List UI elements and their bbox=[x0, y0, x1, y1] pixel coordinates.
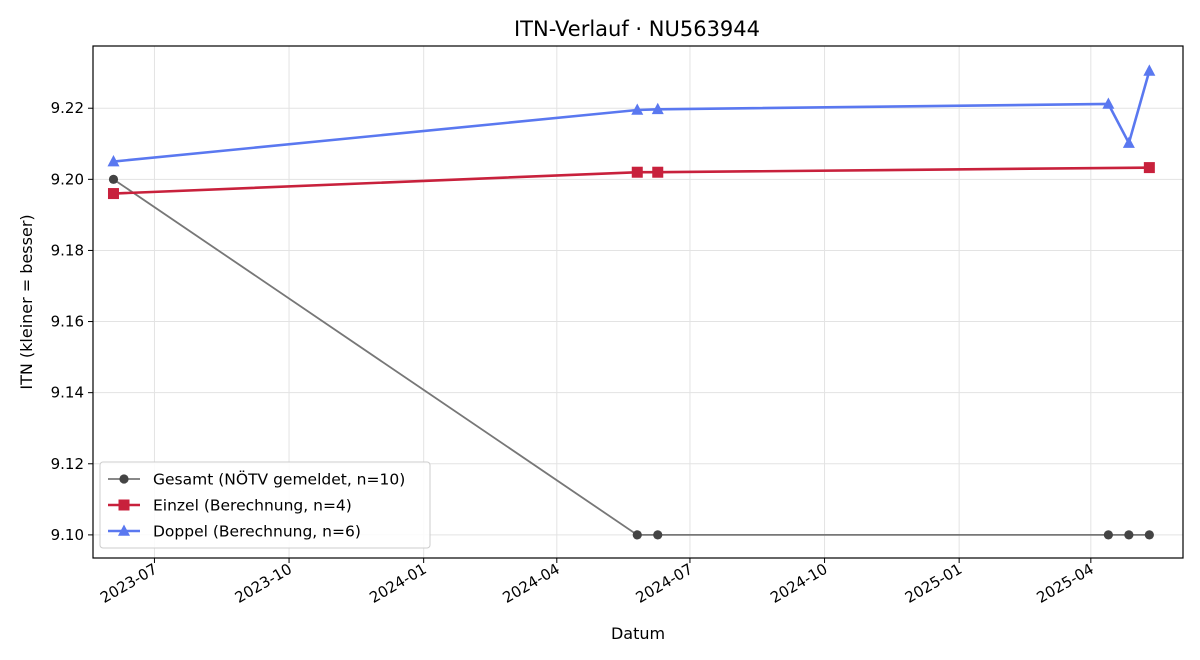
y-tick-label: 9.12 bbox=[51, 455, 84, 473]
y-tick-label: 9.20 bbox=[51, 170, 84, 188]
data-point bbox=[631, 166, 643, 178]
series-line bbox=[113, 70, 1151, 163]
legend-label: Doppel (Berechnung, n=6) bbox=[153, 523, 361, 541]
series-layer bbox=[107, 64, 1156, 540]
data-point bbox=[1122, 136, 1135, 148]
legend-entry: Einzel (Berechnung, n=4) bbox=[108, 497, 352, 515]
data-point bbox=[1143, 64, 1156, 76]
legend-swatch-marker bbox=[118, 524, 130, 536]
data-point bbox=[651, 102, 664, 115]
legend-box bbox=[99, 461, 431, 549]
data-point bbox=[631, 103, 644, 115]
y-axis-label: ITN (kleiner = besser) bbox=[17, 214, 36, 389]
y-tick-label: 9.14 bbox=[51, 384, 84, 402]
data-point bbox=[1103, 530, 1113, 540]
legend-entry: Doppel (Berechnung, n=6) bbox=[108, 523, 361, 541]
data-point bbox=[1143, 162, 1155, 174]
grid-layer bbox=[93, 46, 1183, 558]
legend-swatch-marker bbox=[119, 474, 129, 484]
series-circle bbox=[108, 174, 1154, 540]
series-square bbox=[107, 162, 1155, 200]
chart-title: ITN-Verlauf · NU563944 bbox=[514, 17, 760, 41]
legend-label: Gesamt (NÖTV gemeldet, n=10) bbox=[153, 470, 405, 489]
data-point bbox=[652, 166, 664, 178]
legend: Gesamt (NÖTV gemeldet, n=10) Einzel (Bere… bbox=[99, 461, 431, 549]
y-tick-label: 9.16 bbox=[51, 313, 84, 331]
legend-label: Einzel (Berechnung, n=4) bbox=[153, 497, 352, 515]
series-line bbox=[113, 166, 1150, 195]
data-point bbox=[107, 188, 119, 200]
series-triangle bbox=[107, 64, 1156, 167]
data-point bbox=[1102, 97, 1115, 109]
data-point bbox=[1124, 530, 1134, 540]
data-point bbox=[632, 530, 642, 540]
data-point bbox=[108, 174, 119, 184]
data-point bbox=[653, 530, 663, 540]
legend-swatch-marker bbox=[118, 499, 130, 511]
data-point bbox=[107, 155, 120, 167]
y-tick-label: 9.22 bbox=[51, 99, 84, 117]
y-tick-label: 9.10 bbox=[51, 526, 84, 544]
plot-frame bbox=[92, 45, 1184, 559]
data-point bbox=[1144, 530, 1154, 540]
y-tick-label: 9.18 bbox=[51, 241, 84, 259]
x-axis-label: Datum bbox=[611, 624, 665, 643]
legend-entry: Gesamt (NÖTV gemeldet, n=10) bbox=[108, 470, 405, 489]
